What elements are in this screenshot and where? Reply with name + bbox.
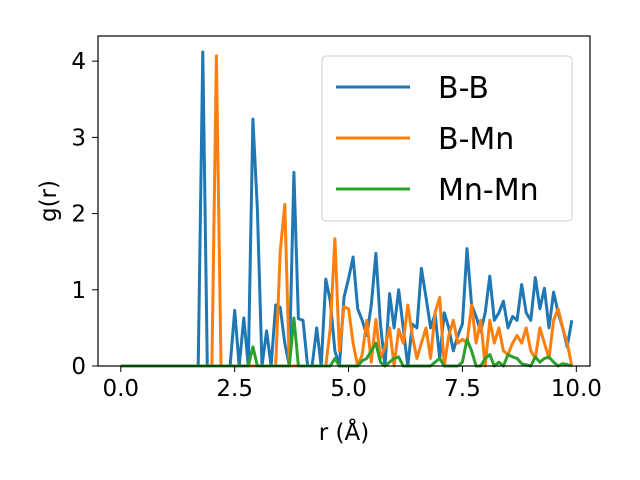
axes-frame	[97, 35, 591, 367]
series-line-b-mn	[120, 54, 574, 368]
x-tick-label: 7.5	[444, 376, 481, 402]
legend-box	[321, 55, 573, 222]
x-tick-label: 10.0	[551, 376, 602, 402]
x-tick-label: 2.5	[216, 376, 253, 402]
y-axis-ticks: 0 1 2 3 4	[71, 49, 98, 380]
y-tick-label: 0	[71, 354, 86, 380]
legend-entry-label: Mn-Mn	[438, 173, 539, 208]
y-tick-label: 3	[71, 125, 86, 151]
y-axis-label: g(r)	[36, 180, 62, 222]
legend-entry-label: B-B	[438, 71, 489, 106]
legend: B-B B-Mn Mn-Mn	[321, 55, 573, 222]
y-tick-label: 4	[71, 49, 86, 75]
x-axis-label: r (Å)	[319, 418, 369, 446]
series-line-b-b	[120, 50, 574, 368]
legend-entry-label: B-Mn	[438, 122, 514, 157]
x-tick-label: 5.0	[330, 376, 367, 402]
y-tick-label: 1	[71, 278, 86, 304]
x-axis-ticks: 0.0 2.5 5.0 7.5 10.0	[102, 366, 602, 402]
y-tick-label: 2	[71, 202, 86, 228]
x-tick-label: 0.0	[102, 376, 139, 402]
